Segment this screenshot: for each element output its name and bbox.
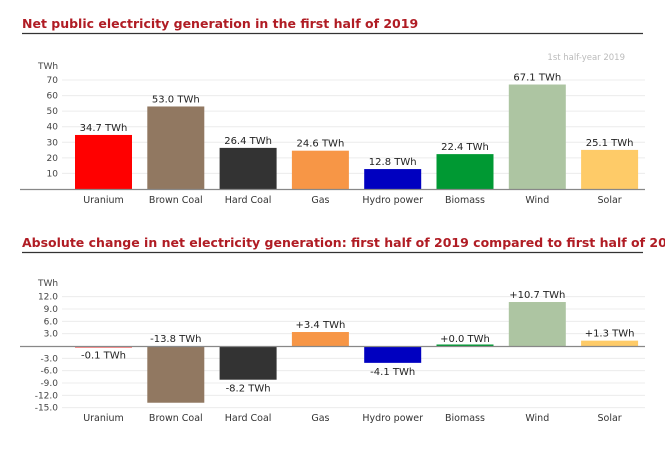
x-tick-label: Biomass <box>445 195 485 206</box>
chart-change: Absolute change in net electricity gener… <box>20 235 665 424</box>
y-tick-label: -6.0 <box>40 367 58 377</box>
data-label: 26.4 TWh <box>224 136 272 147</box>
bar-wind <box>508 84 566 189</box>
bar-solar <box>581 340 639 346</box>
y-tick-label: -12.0 <box>35 391 59 401</box>
y-tick-label: 30 <box>47 138 59 148</box>
data-label: -8.2 TWh <box>226 384 271 395</box>
chart-title: Absolute change in net electricity gener… <box>22 235 665 250</box>
data-label: +3.4 TWh <box>296 320 346 331</box>
y-tick-label: -9.0 <box>40 379 58 389</box>
x-tick-label: Gas <box>311 195 329 206</box>
data-label: 67.1 TWh <box>513 73 561 84</box>
plot-area: 10 20 30 40 50 60 70 34.7 TWh Uranium 53.0 TWh Bro… <box>20 73 645 206</box>
chart-generation: Net public electricity generation in the… <box>20 16 645 206</box>
x-tick-label: Hard Coal <box>225 413 272 424</box>
x-tick-label: Hydro power <box>362 413 423 424</box>
bar-solar <box>581 149 639 189</box>
y-tick-label: 9.0 <box>44 305 59 315</box>
y-axis-unit: TWh <box>37 62 58 72</box>
plot-area: 12.0 9.0 6.0 3.0 -3.0 -6.0 -9.0 -12.0 -15.0 -0.1 … <box>20 290 645 424</box>
x-tick-label: Solar <box>597 195 621 206</box>
data-label: 53.0 TWh <box>152 94 200 105</box>
bar-brown-coal <box>147 346 205 403</box>
x-tick-label: Brown Coal <box>149 195 203 206</box>
data-label: -0.1 TWh <box>81 350 126 361</box>
bar-hard-coal <box>219 346 277 380</box>
y-tick-label: 10 <box>47 169 59 179</box>
y-tick-label: 50 <box>47 107 59 117</box>
data-label: 24.6 TWh <box>297 139 345 150</box>
bar-gas <box>291 332 349 346</box>
x-tick-label: Hard Coal <box>225 195 272 206</box>
y-tick-label: 70 <box>47 76 59 86</box>
bar-gas <box>291 150 349 189</box>
bar-hard-coal <box>219 147 277 189</box>
y-tick-label: 20 <box>47 154 59 164</box>
chart-subtitle: 1st half-year 2019 <box>547 53 625 63</box>
bar-uranium <box>75 134 132 189</box>
data-label: +1.3 TWh <box>585 329 635 340</box>
bar-brown-coal <box>147 106 205 189</box>
y-tick-label: 6.0 <box>44 317 59 327</box>
x-tick-label: Solar <box>597 413 621 424</box>
y-tick-label: -3.0 <box>40 354 58 364</box>
x-tick-label: Hydro power <box>362 195 423 206</box>
data-label: -4.1 TWh <box>370 367 415 378</box>
y-tick-label: 12.0 <box>38 293 58 303</box>
x-tick-label: Uranium <box>83 413 124 424</box>
y-tick-label: -15.0 <box>35 404 59 414</box>
y-tick-label: 3.0 <box>44 330 59 340</box>
x-tick-label: Brown Coal <box>149 413 203 424</box>
bar-biomass <box>436 154 494 189</box>
bar-hydro-power <box>364 346 422 363</box>
data-label: 25.1 TWh <box>586 138 634 149</box>
x-tick-label: Biomass <box>445 413 485 424</box>
y-tick-label: 40 <box>47 123 59 133</box>
data-label: 34.7 TWh <box>80 123 128 134</box>
chart-title: Net public electricity generation in the… <box>22 16 418 31</box>
bar-biomass <box>436 344 494 346</box>
data-label: +0.0 TWh <box>440 334 490 345</box>
y-axis-unit: TWh <box>37 279 58 289</box>
x-tick-label: Wind <box>525 413 549 424</box>
data-label: -13.8 TWh <box>150 334 201 345</box>
data-label: +10.7 TWh <box>509 290 565 301</box>
bar-hydro-power <box>364 169 422 189</box>
data-label: 12.8 TWh <box>369 157 417 168</box>
x-tick-label: Gas <box>311 413 329 424</box>
x-tick-label: Uranium <box>83 195 124 206</box>
data-label: 22.4 TWh <box>441 142 489 153</box>
y-tick-label: 60 <box>47 92 59 102</box>
x-tick-label: Wind <box>525 195 549 206</box>
bar-wind <box>508 302 566 346</box>
